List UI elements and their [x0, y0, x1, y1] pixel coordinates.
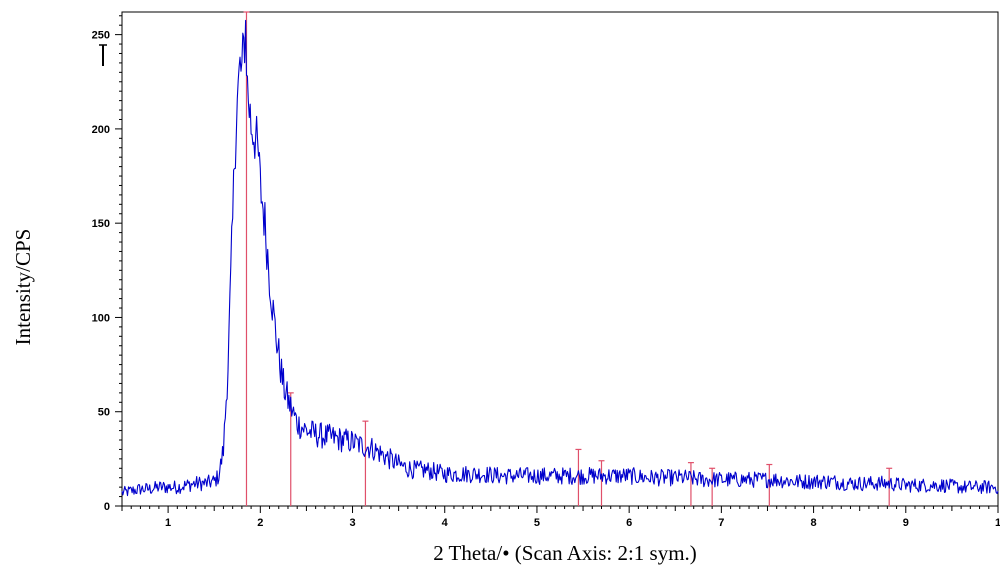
x-tick-label: 1 — [165, 517, 171, 529]
x-tick-label: 3 — [349, 517, 355, 529]
y-tick-label: 200 — [92, 124, 110, 136]
x-axis-ticks: 1 2 3 4 5 6 7 8 9 1 — [121, 506, 1000, 529]
y-tick-label: 50 — [98, 407, 110, 419]
x-tick-label: 4 — [442, 517, 449, 529]
y-axis-ticks: 0 50 100 150 200 250 — [92, 15, 122, 513]
x-tick-label: 9 — [903, 517, 909, 529]
x-tick-label: 2 — [257, 517, 263, 529]
x-axis-title: 2 Theta/• (Scan Axis: 2:1 sym.) — [433, 541, 697, 565]
x-tick-label: 7 — [718, 517, 724, 529]
series-layer — [121, 19, 999, 497]
y-tick-label: 100 — [92, 312, 110, 324]
x-tick-label: 5 — [534, 517, 540, 529]
y-tick-label: 250 — [92, 30, 110, 42]
x-tick-label: 8 — [811, 517, 817, 529]
y-tick-label: 150 — [92, 218, 110, 230]
y-axis-title: Intensity/CPS — [11, 229, 35, 346]
x-tick-label: 6 — [626, 517, 632, 529]
y-error-marker — [99, 44, 107, 66]
reference-peak-lines — [243, 11, 893, 506]
plot-area — [121, 11, 999, 507]
diffraction-trace — [121, 19, 999, 497]
plot-frame — [121, 11, 999, 507]
x-tick-label: 1 — [995, 517, 1000, 529]
y-tick-label: 0 — [104, 501, 110, 513]
